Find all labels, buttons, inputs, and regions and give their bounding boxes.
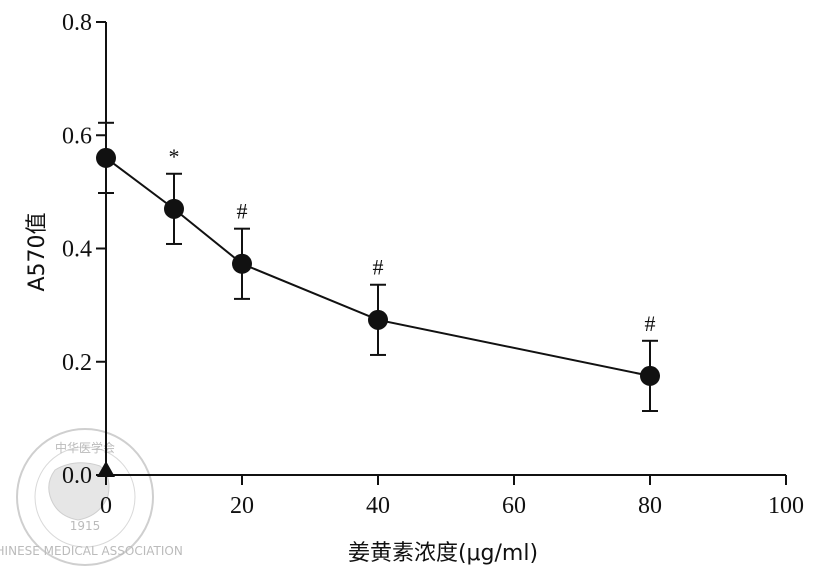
x-tick-label: 20 bbox=[230, 493, 254, 519]
significance-mark: * bbox=[169, 144, 180, 169]
significance-mark: # bbox=[237, 199, 248, 224]
axes bbox=[105, 22, 786, 476]
data-point bbox=[164, 198, 184, 219]
significance-mark: # bbox=[373, 255, 384, 280]
y-tick-label: 0.2 bbox=[62, 350, 92, 376]
x-tick-label: 100 bbox=[768, 493, 804, 519]
annotation-layer: * # # # bbox=[169, 144, 656, 336]
data-point bbox=[368, 309, 388, 330]
x-tick-label: 80 bbox=[638, 493, 662, 519]
x-tick-label: 0 bbox=[100, 493, 112, 519]
watermark-seal: 中华医学会 CHINESE MEDICAL ASSOCIATION 1915 bbox=[0, 428, 183, 566]
y-axis-label: A570值 bbox=[25, 212, 50, 291]
x-tick-label: 60 bbox=[502, 493, 526, 519]
x-axis-label: 姜黄素浓度(μg/ml) bbox=[348, 541, 538, 566]
data-point bbox=[232, 253, 252, 274]
y-tick-label: 0.6 bbox=[62, 123, 92, 149]
data-point bbox=[640, 365, 660, 386]
y-ticks: 0.0 0.2 0.4 0.6 0.8 bbox=[62, 10, 106, 489]
series-layer bbox=[96, 121, 660, 477]
watermark-year: 1915 bbox=[70, 519, 101, 533]
y-tick-label: 0.0 bbox=[62, 463, 92, 489]
data-point bbox=[96, 147, 116, 168]
significance-mark: # bbox=[645, 311, 656, 336]
x-ticks: 0 20 40 60 80 100 bbox=[100, 475, 804, 519]
x-tick-label: 40 bbox=[366, 493, 390, 519]
y-tick-label: 0.4 bbox=[62, 237, 92, 263]
watermark-text-top: 中华医学会 bbox=[55, 440, 115, 455]
triangle-marker bbox=[97, 461, 115, 477]
y-tick-label: 0.8 bbox=[62, 10, 92, 36]
watermark-text-bottom: CHINESE MEDICAL ASSOCIATION bbox=[0, 544, 183, 558]
